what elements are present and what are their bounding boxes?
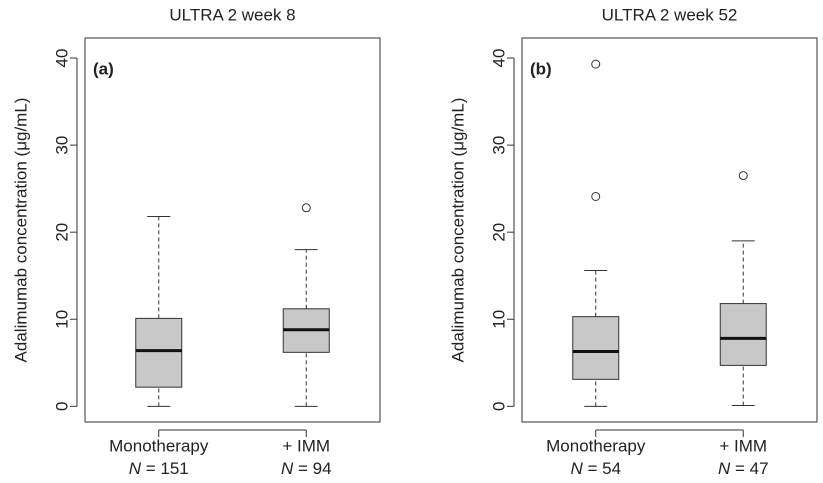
x-tick-label: Monotherapy — [109, 436, 209, 455]
y-tick-label: 40 — [52, 49, 71, 68]
outlier — [591, 59, 601, 69]
y-tick-label: 20 — [489, 223, 508, 242]
outlier — [738, 171, 748, 181]
chart-title: ULTRA 2 week 52 — [602, 5, 738, 24]
chart-title: ULTRA 2 week 8 — [169, 5, 295, 24]
y-tick-label: 0 — [489, 402, 508, 411]
x-tick-label: Monotherapy — [546, 436, 646, 455]
box — [135, 317, 183, 388]
panel-label: (b) — [530, 59, 552, 78]
box — [719, 303, 767, 366]
y-tick-label: 30 — [489, 136, 508, 155]
n-label: N = 151 — [129, 459, 189, 478]
x-tick-label: + IMM — [282, 436, 330, 455]
plot-frame — [84, 37, 381, 423]
outlier — [591, 191, 601, 201]
y-tick-label: 10 — [489, 310, 508, 329]
n-label: N = 54 — [570, 459, 621, 478]
panel-label: (a) — [93, 59, 114, 78]
y-axis-label: Adalimumab concentration (μg/mL) — [448, 98, 467, 363]
n-label: N = 47 — [718, 459, 769, 478]
plot-frame — [521, 37, 818, 423]
y-axis-label: Adalimumab concentration (μg/mL) — [11, 98, 30, 363]
y-tick-label: 40 — [489, 49, 508, 68]
y-tick-label: 20 — [52, 223, 71, 242]
n-label: N = 94 — [281, 459, 332, 478]
outlier — [301, 203, 311, 213]
y-tick-label: 30 — [52, 136, 71, 155]
box — [572, 316, 620, 380]
y-tick-label: 0 — [52, 402, 71, 411]
x-tick-label: + IMM — [719, 436, 767, 455]
y-tick-label: 10 — [52, 310, 71, 329]
